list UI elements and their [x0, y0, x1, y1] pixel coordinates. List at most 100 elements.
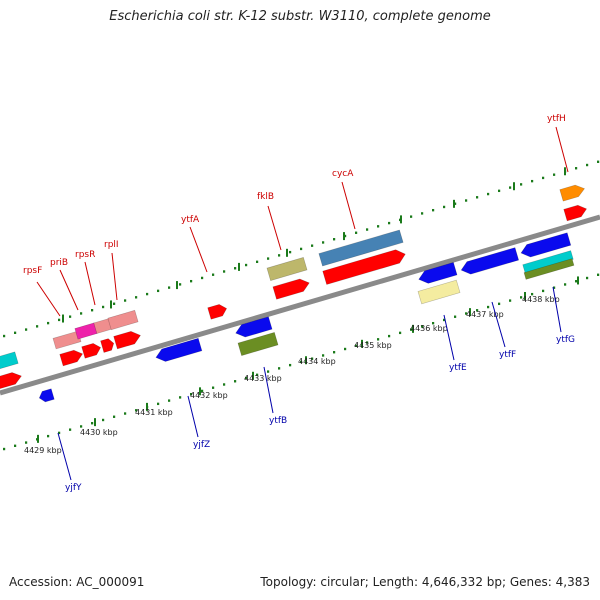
gene-label[interactable]: yjfY	[65, 483, 82, 493]
lower-scale-dot	[476, 309, 479, 312]
lower-scale-dot	[102, 418, 105, 422]
lower-scale-dot	[256, 373, 259, 377]
lower-scale-dot	[25, 441, 28, 444]
gene-feature[interactable]	[74, 322, 98, 340]
gene-label[interactable]: ytfG	[556, 335, 575, 345]
gene-feature[interactable]	[523, 258, 575, 280]
gene-label[interactable]: fklB	[257, 192, 274, 202]
gene-label-leader	[84, 261, 96, 306]
upper-scale-dot	[465, 199, 468, 202]
upper-scale-dot	[102, 305, 105, 309]
upper-scale-dot	[245, 263, 248, 267]
scale-label: 4437 kbp	[466, 310, 504, 319]
lower-scale-dot	[388, 334, 391, 338]
upper-scale-dot	[58, 318, 61, 322]
gene-feature[interactable]	[0, 370, 23, 391]
upper-scale-dot	[223, 270, 226, 273]
upper-scale-dot	[157, 289, 160, 293]
gene-feature[interactable]	[81, 342, 103, 359]
gene-label-leader	[57, 432, 72, 481]
gene-label[interactable]: cycA	[332, 169, 354, 179]
gene-label[interactable]: rplI	[104, 240, 119, 250]
gene-feature[interactable]	[234, 316, 273, 340]
gene-feature[interactable]	[100, 338, 116, 353]
lower-scale-dot	[69, 428, 72, 431]
lower-scale-dot	[135, 409, 138, 412]
lower-scale-dot	[399, 331, 402, 335]
upper-scale-dot	[377, 225, 380, 228]
lower-scale-dot	[322, 354, 325, 357]
scale-label: 4435 kbp	[354, 341, 392, 350]
upper-scale-dot	[366, 228, 369, 231]
upper-scale-dot	[344, 234, 347, 238]
gene-feature[interactable]	[522, 250, 574, 274]
gene-feature[interactable]	[113, 329, 143, 350]
gene-label-leader	[36, 281, 61, 317]
lower-scale-dot	[564, 283, 567, 286]
gene-label[interactable]: ytfA	[181, 215, 200, 225]
lower-scale-dot	[366, 341, 369, 344]
upper-scale-dot	[509, 186, 512, 189]
gene-feature[interactable]	[322, 247, 408, 285]
lower-scale-dot	[267, 370, 270, 373]
lower-scale-dot	[443, 318, 446, 322]
upper-scale-dot	[322, 241, 325, 244]
lower-scale-dot	[245, 376, 248, 380]
genome-backbone	[0, 214, 600, 396]
gene-label[interactable]: ytfH	[547, 114, 566, 124]
lower-scale-dot	[586, 276, 589, 280]
gene-feature[interactable]	[563, 203, 588, 222]
gene-feature[interactable]	[266, 257, 308, 281]
gene-feature[interactable]	[459, 247, 520, 277]
gene-feature[interactable]	[59, 348, 84, 367]
upper-scale-dot	[267, 257, 270, 260]
gene-label-leader	[552, 286, 562, 333]
genome-info-text: Topology: circular; Length: 4,646,332 bp…	[260, 575, 590, 589]
gene-labels-forward: rpsF priB rpsR rplI ytfA fklB cycA ytfH	[23, 114, 569, 317]
lower-scale-dot	[311, 357, 314, 360]
upper-scale-dot	[586, 163, 589, 167]
gene-feature[interactable]	[107, 309, 139, 331]
genome-title: Escherichia coli str. K-12 substr. W3110…	[109, 9, 491, 24]
upper-scale-dot	[179, 283, 182, 286]
gene-label[interactable]: ytfB	[269, 416, 287, 426]
gene-feature[interactable]	[559, 183, 586, 202]
scale-label: 4434 kbp	[298, 357, 336, 366]
gene-feature[interactable]	[0, 351, 19, 371]
lower-scale-dot	[465, 312, 468, 315]
lower-scale-dot	[201, 389, 204, 393]
gene-feature[interactable]	[272, 277, 311, 300]
gene-label-leader	[267, 205, 282, 251]
upper-scale-dot	[146, 292, 149, 296]
lower-scale-dot	[509, 299, 512, 302]
scale-label: 4436 kbp	[410, 324, 448, 333]
gene-label[interactable]: rpsF	[23, 266, 42, 276]
gene-feature[interactable]	[52, 330, 82, 350]
gene-feature[interactable]	[237, 332, 279, 356]
gene-feature[interactable]	[38, 388, 55, 403]
gene-label-leader	[341, 181, 356, 230]
upper-scale-dot	[487, 192, 490, 196]
gene-label-leader	[491, 301, 506, 348]
scale-label: 4429 kbp	[24, 446, 62, 455]
gene-feature[interactable]	[154, 337, 203, 363]
gene-label[interactable]: ytfE	[449, 363, 467, 373]
scale-label: 4438 kbp	[522, 295, 560, 304]
gene-label-leader	[111, 252, 118, 301]
gene-feature[interactable]	[417, 262, 458, 285]
lower-scale-dot	[597, 273, 600, 276]
gene-label[interactable]: ytfF	[499, 350, 516, 360]
upper-scale-dot	[212, 273, 215, 276]
upper-scale-dot	[278, 254, 281, 257]
gene-feature[interactable]	[318, 229, 404, 267]
gene-labels-reverse: yjfY yjfZ ytfB ytfE ytfF ytfG	[57, 286, 575, 493]
lower-scale-track	[3, 273, 600, 451]
gene-feature[interactable]	[417, 279, 461, 305]
gene-feature[interactable]	[207, 303, 229, 320]
gene-label[interactable]: rpsR	[75, 250, 95, 260]
lower-scale-dot	[498, 302, 501, 306]
gene-label[interactable]: priB	[50, 258, 68, 268]
gene-label[interactable]: yjfZ	[193, 440, 210, 450]
gene-feature[interactable]	[519, 232, 572, 260]
